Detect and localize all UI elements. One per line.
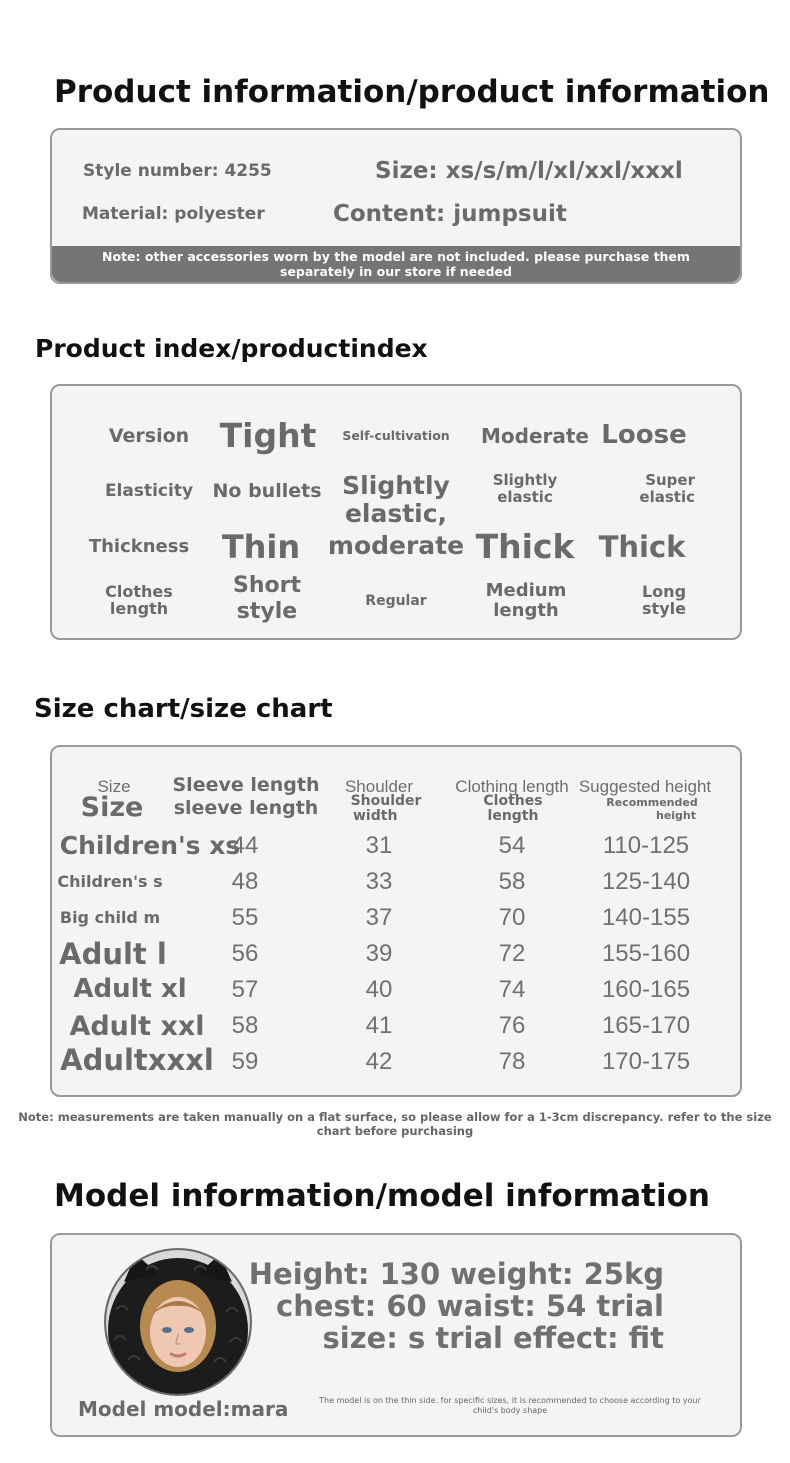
height-childrens-xs: 110-125	[602, 832, 690, 859]
measurement-note: Note: measurements are taken manually on…	[0, 1110, 790, 1138]
height-adult-l: 155-160	[601, 940, 691, 967]
index-option-loose: Loose	[601, 420, 687, 450]
product-index-heading: Product index/productindex	[35, 334, 428, 363]
length-childrens-xs: 54	[498, 832, 526, 859]
size-label-adult-xxxl: Adultxxxl	[60, 1043, 214, 1077]
size-label-adult-l: Adult l	[59, 937, 167, 971]
header-clothing-bold-1: Clothes	[483, 793, 543, 809]
shoulder-adult-l: 39	[365, 940, 393, 967]
index-option-moderate: Moderate	[480, 424, 590, 448]
header-height-light: Suggested height	[578, 777, 712, 796]
height-adult-xxl: 165-170	[601, 1012, 691, 1039]
header-shoulder-bold-1: Shoulder	[350, 793, 422, 809]
sleeve-big-child-m: 55	[231, 904, 259, 931]
index-label-version: Version	[108, 425, 190, 447]
accessories-note: Note: other accessories worn by the mode…	[52, 246, 740, 282]
shoulder-adult-xxl: 41	[365, 1012, 393, 1039]
size-label-adult-xl: Adult xl	[73, 974, 187, 1004]
header-size-bold: Size	[80, 792, 144, 823]
model-photo-icon	[106, 1250, 250, 1394]
size-chart-heading: Size chart/size chart	[34, 694, 333, 724]
index-option-thin: Thin	[221, 528, 301, 566]
height-childrens-s: 125-140	[601, 868, 691, 895]
size-label-adult-xxl: Adult xxl	[69, 1011, 205, 1042]
style-number: Style number: 4255	[83, 161, 272, 181]
size-chart-card: Size Size Sleeve length sleeve length Sh…	[50, 745, 742, 1097]
shoulder-adult-xxxl: 42	[365, 1048, 393, 1075]
shoulder-childrens-xs: 31	[365, 832, 393, 859]
index-option-tight: Tight	[219, 416, 317, 455]
header-clothing-bold-2: length	[487, 808, 539, 824]
index-option-self-cultivation: Self-cultivation	[342, 428, 450, 443]
accessories-note-line-1: Note: other accessories worn by the mode…	[102, 249, 690, 264]
product-index-card: Version Tight Self-cultivation Moderate …	[50, 384, 742, 640]
model-stats-line-1: Height: 130 weight: 25kg	[248, 1257, 664, 1291]
model-stats-line-3: size: s trial effect: fit	[322, 1321, 664, 1355]
length-adult-xl: 74	[498, 976, 526, 1003]
header-sleeve-1: Sleeve length	[172, 774, 320, 796]
content: Content: jumpsuit	[333, 201, 567, 227]
length-adult-xxxl: 78	[498, 1048, 526, 1075]
header-shoulder-light: Shoulder	[344, 777, 414, 796]
material: Material: polyester	[82, 204, 265, 224]
length-adult-l: 72	[498, 940, 526, 967]
sleeve-childrens-xs: 44	[231, 832, 259, 859]
size-label-big-child-m: Big child m	[59, 908, 161, 927]
header-sleeve-2: sleeve length	[173, 797, 319, 819]
index-option-slightly-elastic-moderate: Slightly elastic,	[342, 471, 450, 528]
height-big-child-m: 140-155	[601, 904, 691, 931]
index-option-medium-length: Medium length	[485, 580, 567, 621]
length-childrens-s: 58	[498, 868, 526, 895]
model-avatar	[104, 1248, 252, 1396]
product-info-heading: Product information/product information	[54, 74, 770, 110]
height-adult-xxxl: 170-175	[601, 1048, 691, 1075]
sleeve-childrens-s: 48	[231, 868, 259, 895]
model-info-heading: Model information/model information	[54, 1178, 710, 1214]
model-size-note-line-1: The model is on the thin side. for speci…	[319, 1396, 701, 1405]
index-option-slightly-elastic: Slightly elastic	[492, 471, 558, 506]
shoulder-childrens-s: 33	[365, 868, 393, 895]
sleeve-adult-xxl: 58	[231, 1012, 259, 1039]
measurement-note-line-1: Note: measurements are taken manually on…	[18, 1110, 772, 1124]
index-option-long-style: Long style	[641, 582, 687, 618]
index-option-super-elastic: Super elastic	[639, 471, 695, 506]
shoulder-big-child-m: 37	[365, 904, 393, 931]
size-options: Size: xs/s/m/l/xl/xxl/xxxl	[375, 158, 683, 184]
header-height-bold-1: Recommended	[606, 796, 698, 809]
header-shoulder-bold-2: width	[353, 808, 398, 824]
accessories-note-line-2: separately in our store if needed	[280, 264, 512, 279]
model-size-note-line-2: child's body shape	[472, 1406, 548, 1415]
size-label-childrens-xs: Children's xs	[59, 831, 241, 860]
length-adult-xxl: 76	[498, 1012, 526, 1039]
model-info-card: Height: 130 weight: 25kg chest: 60 waist…	[50, 1233, 742, 1437]
index-label-thickness: Thickness	[88, 536, 190, 557]
height-adult-xl: 160-165	[601, 976, 691, 1003]
model-size-note: The model is on the thin side. for speci…	[300, 1396, 720, 1416]
index-option-regular: Regular	[365, 593, 427, 609]
index-option-no-bullets: No bullets	[212, 480, 322, 502]
model-stats-line-2: chest: 60 waist: 54 trial	[276, 1289, 664, 1323]
sleeve-adult-xxxl: 59	[231, 1048, 259, 1075]
sleeve-adult-l: 56	[231, 940, 259, 967]
measurement-note-line-2: chart before purchasing	[316, 1124, 474, 1138]
header-clothing-light: Clothing length	[455, 777, 569, 796]
shoulder-adult-xl: 40	[365, 976, 393, 1003]
index-label-clothes-length: Clothes length	[105, 582, 173, 618]
model-name: Model model:mara	[78, 1397, 289, 1421]
index-option-moderate-thickness: moderate	[327, 531, 465, 560]
header-size-light: Size	[97, 777, 131, 796]
index-option-short-style: Short style	[233, 573, 301, 624]
length-big-child-m: 70	[498, 904, 526, 931]
index-option-thick-1: Thick	[475, 527, 575, 566]
header-height-bold-2: height	[655, 809, 697, 822]
size-label-childrens-s: Children's s	[57, 872, 163, 891]
index-option-thick-2: Thick	[598, 530, 686, 564]
index-label-elasticity: Elasticity	[104, 481, 194, 501]
sleeve-adult-xl: 57	[231, 976, 259, 1003]
